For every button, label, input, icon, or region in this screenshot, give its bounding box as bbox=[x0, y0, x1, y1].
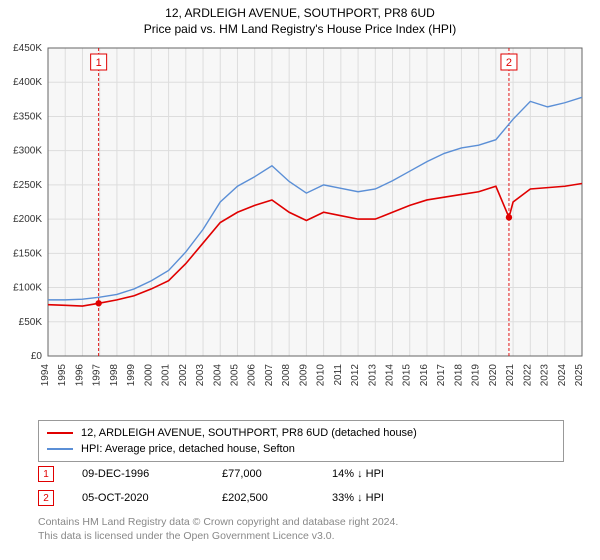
svg-text:1996: 1996 bbox=[74, 364, 85, 387]
marker-badge: 2 bbox=[38, 490, 54, 506]
svg-text:1999: 1999 bbox=[126, 364, 137, 387]
chart-titles: 12, ARDLEIGH AVENUE, SOUTHPORT, PR8 6UD … bbox=[0, 0, 600, 36]
svg-text:2006: 2006 bbox=[247, 364, 258, 387]
svg-text:1: 1 bbox=[96, 57, 102, 69]
title-address: 12, ARDLEIGH AVENUE, SOUTHPORT, PR8 6UD bbox=[0, 6, 600, 20]
root: 12, ARDLEIGH AVENUE, SOUTHPORT, PR8 6UD … bbox=[0, 0, 600, 560]
svg-text:2018: 2018 bbox=[453, 364, 464, 387]
marker-badge: 1 bbox=[38, 466, 54, 482]
legend-swatch-hpi bbox=[47, 448, 73, 450]
cell-price: £202,500 bbox=[222, 492, 332, 504]
chart-area: £0 £50K £100K £150K £200K £250K £300K £350K £400… bbox=[0, 40, 600, 410]
cell-pct: 14% ↓ HPI bbox=[332, 468, 452, 480]
svg-text:1994: 1994 bbox=[40, 364, 51, 387]
svg-text:2003: 2003 bbox=[195, 364, 206, 387]
footer-attribution: Contains HM Land Registry data © Crown c… bbox=[38, 516, 398, 543]
svg-text:2002: 2002 bbox=[178, 364, 189, 387]
svg-text:1995: 1995 bbox=[57, 364, 68, 387]
cell-date: 05-OCT-2020 bbox=[82, 492, 222, 504]
legend-label: 12, ARDLEIGH AVENUE, SOUTHPORT, PR8 6UD … bbox=[81, 427, 417, 439]
svg-text:2005: 2005 bbox=[229, 364, 240, 387]
svg-text:2025: 2025 bbox=[574, 364, 585, 387]
svg-text:2020: 2020 bbox=[488, 364, 499, 387]
svg-text:2015: 2015 bbox=[402, 364, 413, 387]
svg-text:2024: 2024 bbox=[557, 364, 568, 387]
svg-text:£200K: £200K bbox=[13, 214, 42, 225]
svg-text:1997: 1997 bbox=[92, 364, 103, 387]
svg-text:2004: 2004 bbox=[212, 364, 223, 387]
svg-text:£300K: £300K bbox=[13, 146, 42, 157]
svg-text:2019: 2019 bbox=[471, 364, 482, 387]
legend-label: HPI: Average price, detached house, Seft… bbox=[81, 443, 295, 455]
title-subtitle: Price paid vs. HM Land Registry's House … bbox=[0, 22, 600, 36]
svg-text:£0: £0 bbox=[31, 351, 43, 362]
chart-svg: £0 £50K £100K £150K £200K £250K £300K £350K £400… bbox=[0, 40, 600, 410]
svg-text:2007: 2007 bbox=[264, 364, 275, 387]
svg-text:2017: 2017 bbox=[436, 364, 447, 387]
svg-text:2021: 2021 bbox=[505, 364, 516, 387]
svg-text:2013: 2013 bbox=[367, 364, 378, 387]
cell-date: 09-DEC-1996 bbox=[82, 468, 222, 480]
svg-text:£50K: £50K bbox=[19, 317, 43, 328]
svg-text:2010: 2010 bbox=[316, 364, 327, 387]
svg-text:£350K: £350K bbox=[13, 111, 42, 122]
svg-text:2016: 2016 bbox=[419, 364, 430, 387]
svg-text:2014: 2014 bbox=[385, 364, 396, 387]
svg-text:2022: 2022 bbox=[522, 364, 533, 387]
table-row: 2 05-OCT-2020 £202,500 33% ↓ HPI bbox=[38, 486, 564, 510]
transaction-table: 1 09-DEC-1996 £77,000 14% ↓ HPI 2 05-OCT… bbox=[38, 462, 564, 510]
svg-text:2009: 2009 bbox=[298, 364, 309, 387]
legend-swatch-property bbox=[47, 432, 73, 434]
svg-text:£150K: £150K bbox=[13, 248, 42, 259]
svg-text:1998: 1998 bbox=[109, 364, 120, 387]
svg-text:2011: 2011 bbox=[333, 364, 344, 386]
legend-row: HPI: Average price, detached house, Seft… bbox=[47, 441, 555, 457]
svg-text:2023: 2023 bbox=[540, 364, 551, 387]
svg-text:2012: 2012 bbox=[350, 364, 361, 387]
svg-text:2008: 2008 bbox=[281, 364, 292, 387]
footer-line: Contains HM Land Registry data © Crown c… bbox=[38, 516, 398, 530]
footer-line: This data is licensed under the Open Gov… bbox=[38, 530, 398, 544]
svg-text:2001: 2001 bbox=[161, 364, 172, 387]
svg-text:£250K: £250K bbox=[13, 180, 42, 191]
legend-row: 12, ARDLEIGH AVENUE, SOUTHPORT, PR8 6UD … bbox=[47, 425, 555, 441]
svg-text:2: 2 bbox=[506, 57, 512, 69]
svg-text:£400K: £400K bbox=[13, 77, 42, 88]
legend: 12, ARDLEIGH AVENUE, SOUTHPORT, PR8 6UD … bbox=[38, 420, 564, 462]
svg-text:£100K: £100K bbox=[13, 283, 42, 294]
svg-text:2000: 2000 bbox=[143, 364, 154, 387]
table-row: 1 09-DEC-1996 £77,000 14% ↓ HPI bbox=[38, 462, 564, 486]
cell-pct: 33% ↓ HPI bbox=[332, 492, 452, 504]
svg-text:£450K: £450K bbox=[13, 43, 42, 54]
cell-price: £77,000 bbox=[222, 468, 332, 480]
